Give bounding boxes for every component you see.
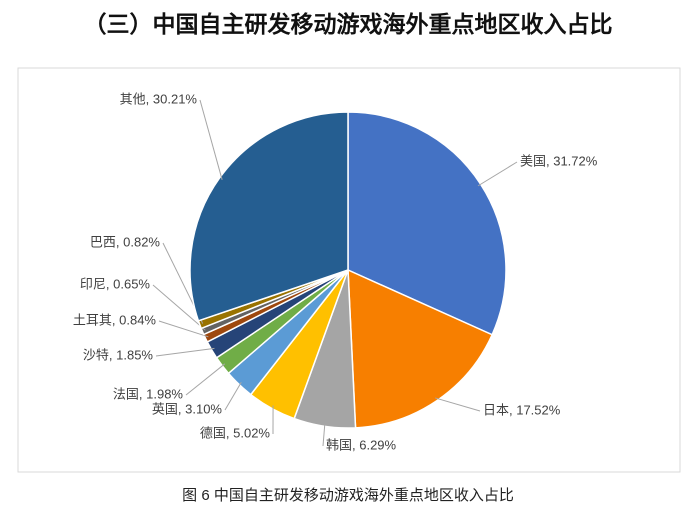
data-label: 巴西, 0.82% bbox=[90, 234, 161, 249]
leader-line bbox=[435, 398, 480, 411]
title: （三）中国自主研发移动游戏海外重点地区收入占比 bbox=[84, 11, 613, 37]
leader-line bbox=[478, 162, 517, 186]
data-label: 其他, 30.21% bbox=[120, 91, 198, 106]
data-label: 英国, 3.10% bbox=[152, 401, 223, 416]
data-label: 法国, 1.98% bbox=[113, 386, 184, 401]
caption: 图 6 中国自主研发移动游戏海外重点地区收入占比 bbox=[182, 487, 514, 504]
leader-line bbox=[225, 382, 241, 410]
data-label: 土耳其, 0.84% bbox=[73, 312, 157, 327]
data-label: 日本, 17.52% bbox=[483, 402, 561, 417]
data-label: 德国, 5.02% bbox=[200, 425, 271, 440]
data-label: 印尼, 0.65% bbox=[80, 276, 151, 291]
pie: 美国, 31.72% 日本, 17.52% 韩国, 6.29% 德国, 5.02% 英国… bbox=[73, 91, 598, 452]
leader-line bbox=[156, 348, 214, 356]
data-label: 美国, 31.72% bbox=[520, 153, 598, 168]
data-label: 沙特, 1.85% bbox=[83, 347, 154, 362]
leader-line bbox=[186, 364, 225, 395]
leader-line bbox=[200, 100, 222, 180]
data-label: 韩国, 6.29% bbox=[326, 437, 397, 452]
